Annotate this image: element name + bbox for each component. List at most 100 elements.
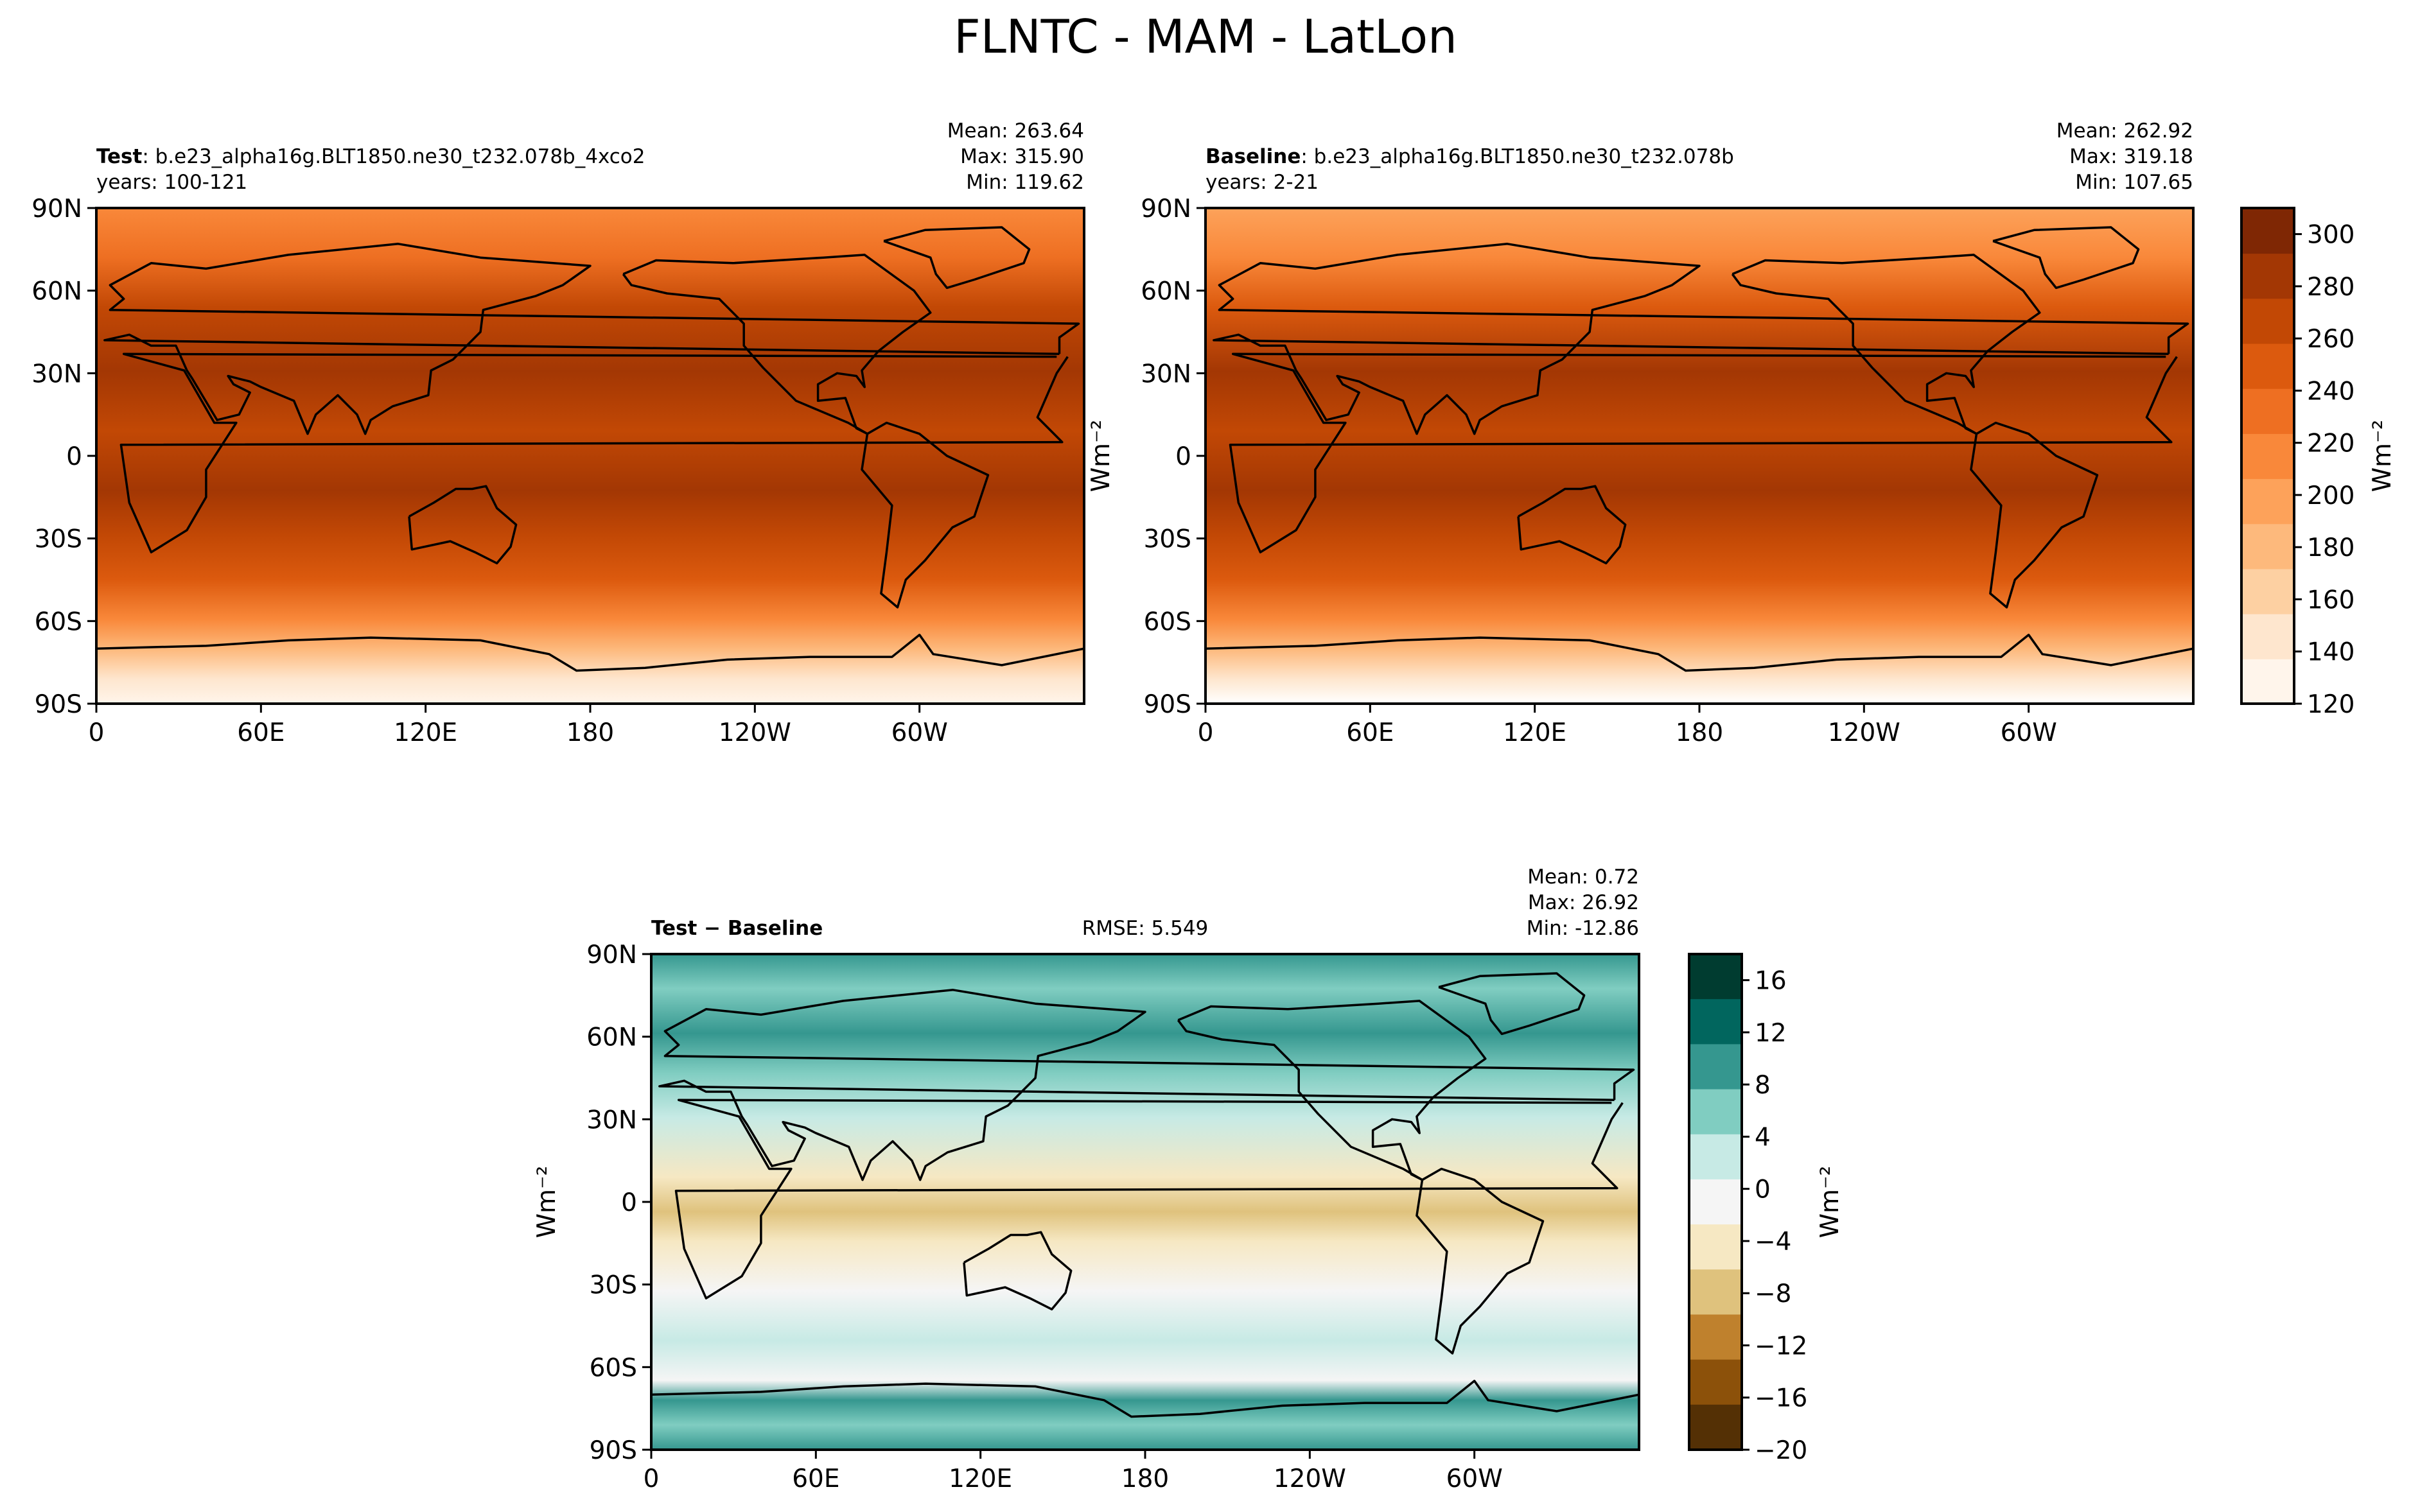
- panel-label: Test: b.e23_alpha16g.BLT1850.ne30_t232.0…: [96, 145, 645, 168]
- colorbar-swatch: [1689, 1224, 1742, 1271]
- x-tick-label: 60W: [2001, 718, 2057, 747]
- colorbar-baseline: 120 140 160 180 200 220 240 260 280 300 Wm⁻²: [2240, 207, 2397, 719]
- field-baseline: [1206, 208, 2193, 704]
- coastline-2: [963, 1231, 1073, 1311]
- x-tick-label: 60E: [237, 718, 285, 747]
- colorbar-tick-label: 0: [1755, 1176, 1771, 1204]
- y-tick-label: 60S: [1144, 607, 1191, 636]
- coastlines: [96, 226, 1084, 672]
- colorbar-tick-label: −8: [1755, 1280, 1792, 1308]
- y-tick-label: 90S: [1144, 690, 1191, 719]
- colorbar-swatch: [1689, 1044, 1742, 1090]
- coastline-6: [96, 634, 1084, 672]
- coastline-1: [1213, 243, 2189, 435]
- colorbar-tick-label: 12: [1755, 1019, 1787, 1048]
- colorbar-tick-label: 220: [2307, 430, 2354, 458]
- colorbar-swatch: [1689, 1134, 1742, 1180]
- coastline-4: [1970, 421, 2099, 609]
- coastline-3: [1731, 254, 2041, 435]
- colorbar-swatch: [1689, 1404, 1742, 1450]
- colorbar-swatch: [2241, 613, 2294, 659]
- panel-baseline: 0 60E 120E 180 120W 60W 90N 60N 30N 0 30S 60S 90S Bas…: [1087, 119, 2397, 747]
- y-tick-label: 0: [1175, 442, 1191, 471]
- coastline-0: [119, 352, 1069, 553]
- stat-0: Mean: 262.92: [2056, 119, 2193, 143]
- coastline-3: [1177, 1000, 1487, 1181]
- stat-2: Min: 119.62: [966, 171, 1084, 194]
- colorbar-tick-label: 140: [2307, 638, 2354, 667]
- colorbar-tick-label: 160: [2307, 586, 2354, 614]
- y-tick-label: 30S: [1144, 525, 1191, 554]
- panel-label-bold: Baseline: [1206, 145, 1301, 168]
- coastlines: [651, 972, 1639, 1418]
- rmse-label: RMSE: 5.549: [1082, 917, 1209, 940]
- colorbar-label: Wm⁻²: [2368, 420, 2397, 492]
- y-tick-label: 60N: [31, 277, 82, 306]
- panel-test: 0 60E 120E 180 120W 60W 90N 60N 30N 0 30S 60S 90S Tes…: [31, 119, 1085, 747]
- colorbar-swatch: [1689, 1179, 1742, 1226]
- panel-label-case: : b.e23_alpha16g.BLT1850.ne30_t232.078b_…: [142, 145, 645, 168]
- colorbar-tick-label: 300: [2307, 221, 2354, 250]
- coastline-1: [103, 243, 1080, 435]
- colorbar-tick-label: 200: [2307, 482, 2354, 510]
- colorbar-tick-label: 120: [2307, 690, 2354, 719]
- colorbar-frame: [2240, 207, 2295, 705]
- y-tick-label: 60S: [590, 1353, 637, 1382]
- colorbar-tick-label: 240: [2307, 377, 2354, 406]
- stat-1: Max: 315.90: [960, 145, 1084, 168]
- y-tick-label: 0: [66, 442, 82, 471]
- x-tick-label: 60E: [792, 1464, 839, 1493]
- panel-label-bold: Test: [96, 145, 143, 168]
- colorbar-swatch: [1689, 1269, 1742, 1316]
- coastline-5: [1992, 226, 2140, 290]
- coastline-6: [651, 1380, 1639, 1418]
- x-tick-label: 180: [1121, 1464, 1169, 1493]
- panel-years: years: 100-121: [96, 171, 247, 194]
- x-tick-label: 0: [644, 1464, 660, 1493]
- y-tick-label: 90N: [586, 941, 637, 969]
- colorbar-swatch: [2241, 568, 2294, 614]
- panel-label-case: : b.e23_alpha16g.BLT1850.ne30_t232.078b: [1301, 145, 1733, 168]
- y-tick-label: 90S: [35, 690, 82, 719]
- x-tick-label: 0: [1198, 718, 1214, 747]
- x-tick-label: 120E: [1503, 718, 1566, 747]
- panels: 0 60E 120E 180 120W 60W 90N 60N 30N 0 30S 60S 90S Tes…: [31, 119, 2397, 1493]
- coastline-5: [1438, 972, 1586, 1036]
- coastline-4: [1416, 1167, 1545, 1355]
- panel-label: Test − Baseline: [651, 917, 823, 940]
- field-difference: [651, 954, 1639, 1450]
- x-tick-label: 180: [566, 718, 614, 747]
- coastline-3: [622, 254, 932, 435]
- stat-1: Max: 319.18: [2069, 145, 2193, 168]
- colorbar-tick-label: 180: [2307, 534, 2354, 562]
- y-tick-label: 60S: [35, 607, 82, 636]
- x-tick-label: 0: [89, 718, 105, 747]
- y-tick-label: 30N: [586, 1106, 637, 1134]
- colorbar-swatch: [2241, 253, 2294, 299]
- y-tick-label: 30S: [35, 525, 82, 554]
- stat-0: Mean: 263.64: [947, 119, 1084, 143]
- coastline-1: [658, 989, 1635, 1181]
- colorbar-swatch: [2241, 523, 2294, 569]
- y-tick-label: 90N: [31, 195, 82, 223]
- y-tick-label: 60N: [586, 1023, 637, 1052]
- coastline-0: [674, 1099, 1624, 1299]
- colorbar-swatch: [2241, 658, 2294, 704]
- colorbar-difference: 16 12 8 4 0 −4 −8 −12 −16 −20 Wm⁻²: [1688, 953, 1845, 1465]
- coastline-2: [1517, 485, 1627, 565]
- y-tick-label: 90N: [1141, 195, 1191, 223]
- colorbar-swatch: [1689, 1314, 1742, 1360]
- stat-2: Min: -12.86: [1527, 917, 1639, 940]
- x-tick-label: 120W: [719, 718, 791, 747]
- coastline-6: [1206, 634, 2193, 672]
- y-axis-unit: Wm⁻²: [1087, 420, 1116, 492]
- colorbar-tick-label: 260: [2307, 325, 2354, 354]
- colorbar-swatch: [2241, 388, 2294, 434]
- x-tick-label: 180: [1676, 718, 1723, 747]
- colorbar-swatch: [2241, 208, 2294, 254]
- panel-label: Baseline: b.e23_alpha16g.BLT1850.ne30_t2…: [1206, 145, 1734, 168]
- x-tick-label: 60W: [1446, 1464, 1503, 1493]
- colorbar-swatch: [1689, 1089, 1742, 1135]
- x-tick-label: 120E: [949, 1464, 1012, 1493]
